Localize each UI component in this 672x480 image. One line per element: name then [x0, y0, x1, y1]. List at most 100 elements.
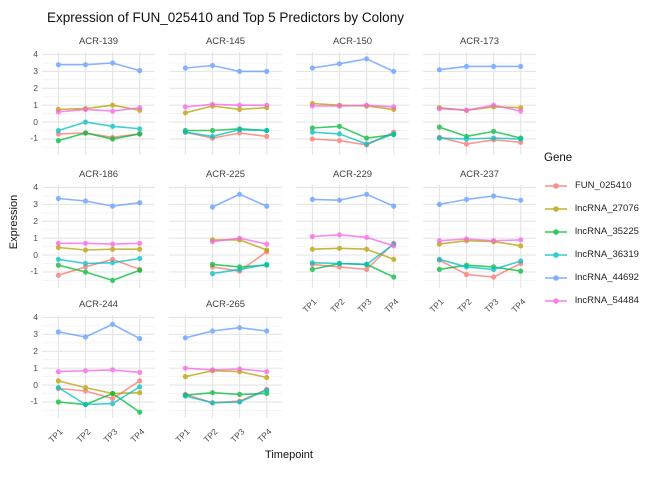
y-tick-label: 2	[33, 82, 38, 93]
facet-strip: ACR-244	[78, 299, 119, 310]
y-tick-label: 1	[33, 232, 38, 243]
y-tick-label: -1	[30, 266, 38, 277]
series-lncRNA_44692	[309, 56, 397, 74]
facet-strip: ACR-225	[205, 169, 246, 180]
facet-strip: ACR-150	[332, 36, 373, 47]
series-lncRNA_54484	[209, 235, 270, 247]
series-lncRNA_36319	[182, 387, 270, 406]
facet-strip: ACR-229	[332, 169, 373, 180]
legend-entry: lncRNA_36319	[544, 243, 639, 266]
legend-entry-label: lncRNA_44692	[575, 272, 639, 283]
series-lncRNA_36319	[209, 261, 270, 277]
facet-panel-ACR-139	[42, 52, 155, 155]
y-tick-label: 4	[33, 182, 38, 193]
x-tick-label: TP1	[427, 296, 446, 315]
y-tick-label: 0	[33, 249, 38, 260]
y-tick-label: -1	[30, 396, 38, 407]
legend-key-icon	[545, 274, 567, 281]
legend-title: Gene	[544, 152, 573, 164]
legend-entry-label: lncRNA_27076	[575, 203, 639, 214]
legend-entry-label: lncRNA_54484	[575, 295, 639, 306]
y-tick-label: 0	[33, 116, 38, 127]
x-tick-label: TP3	[482, 296, 501, 315]
x-tick-label: TP4	[382, 296, 401, 315]
series-lncRNA_44692	[182, 325, 270, 341]
series-lncRNA_54484	[309, 102, 397, 110]
series-lncRNA_35225	[55, 130, 143, 144]
x-tick-label: TP2	[327, 296, 347, 315]
y-tick-label: 1	[33, 99, 38, 110]
x-tick-label: TP1	[300, 296, 319, 315]
series-lncRNA_44692	[309, 191, 397, 209]
series-lncRNA_36319	[309, 129, 397, 147]
series-lncRNA_54484	[55, 105, 143, 115]
series-lncRNA_54484	[55, 240, 143, 247]
facet-panel-ACR-237	[423, 185, 536, 288]
series-lncRNA_44692	[55, 60, 143, 74]
legend-entry: FUN_025410	[544, 174, 639, 197]
y-tick-label: 1	[33, 362, 38, 373]
facet-strip: ACR-186	[78, 169, 119, 180]
series-lncRNA_54484	[436, 236, 524, 244]
facet-panel-ACR-173	[423, 52, 536, 155]
x-axis-label: Timepoint	[265, 449, 313, 461]
y-tick-label: -1	[30, 133, 38, 144]
series-lncRNA_44692	[55, 195, 143, 209]
facet-strip: ACR-139	[78, 36, 119, 47]
legend-entry: lncRNA_44692	[544, 266, 639, 289]
y-tick-label: 4	[33, 312, 38, 323]
x-tick-label: TP2	[454, 296, 474, 315]
series-lncRNA_54484	[55, 367, 143, 375]
series-lncRNA_27076	[55, 244, 143, 253]
series-lncRNA_36319	[436, 256, 524, 272]
y-tick-label: 3	[33, 328, 38, 339]
series-lncRNA_36319	[55, 119, 143, 134]
series-lncRNA_44692	[182, 62, 270, 74]
legend-key-icon	[545, 205, 567, 212]
facet-panel-ACR-145	[169, 52, 282, 155]
facet-strip: ACR-265	[205, 299, 246, 310]
legend-entry: lncRNA_27076	[544, 197, 639, 220]
series-lncRNA_44692	[55, 321, 143, 342]
series-FUN_025410	[436, 134, 524, 147]
series-lncRNA_36319	[309, 241, 397, 267]
facet-strip: ACR-145	[205, 36, 246, 47]
series-lncRNA_44692	[436, 193, 524, 207]
legend-entry: lncRNA_35225	[544, 220, 639, 243]
facet-panel-ACR-265	[169, 315, 282, 418]
series-lncRNA_36319	[182, 127, 270, 139]
y-axis-label: Expression	[8, 194, 20, 250]
series-lncRNA_44692	[209, 191, 270, 210]
legend-key-icon	[545, 182, 567, 189]
series-lncRNA_54484	[182, 101, 270, 110]
legend-entries: FUN_025410 lncRNA_27076 lncRNA_35225 lncRNA…	[544, 174, 639, 312]
facet-panel-ACR-150	[296, 52, 409, 155]
facet-panel-ACR-244	[42, 315, 155, 418]
x-tick-label: TP4	[509, 296, 528, 315]
legend-entry-label: lncRNA_35225	[575, 226, 639, 237]
facet-panel-ACR-229	[296, 185, 409, 288]
y-tick-label: 0	[33, 379, 38, 390]
series-lncRNA_44692	[436, 63, 524, 73]
y-tick-label: 2	[33, 345, 38, 356]
y-tick-label: 3	[33, 65, 38, 76]
facet-panel-ACR-186	[42, 185, 155, 288]
series-lncRNA_54484	[309, 232, 397, 249]
legend-entry-label: lncRNA_36319	[575, 249, 639, 260]
series-lncRNA_54484	[182, 365, 270, 375]
legend-key-icon	[545, 228, 567, 235]
series-lncRNA_36319	[55, 255, 143, 267]
facet-panel-ACR-225	[169, 185, 282, 288]
y-tick-label: 4	[33, 49, 38, 60]
x-tick-label: TP3	[355, 296, 374, 315]
facet-strip: ACR-237	[459, 169, 500, 180]
series-lncRNA_36319	[55, 384, 143, 408]
legend-entry: lncRNA_54484	[544, 289, 639, 312]
series-lncRNA_35225	[55, 262, 143, 283]
legend-key-icon	[545, 297, 567, 304]
series-lncRNA_54484	[436, 102, 524, 114]
series-lncRNA_36319	[436, 135, 524, 142]
y-tick-label: 3	[33, 198, 38, 209]
